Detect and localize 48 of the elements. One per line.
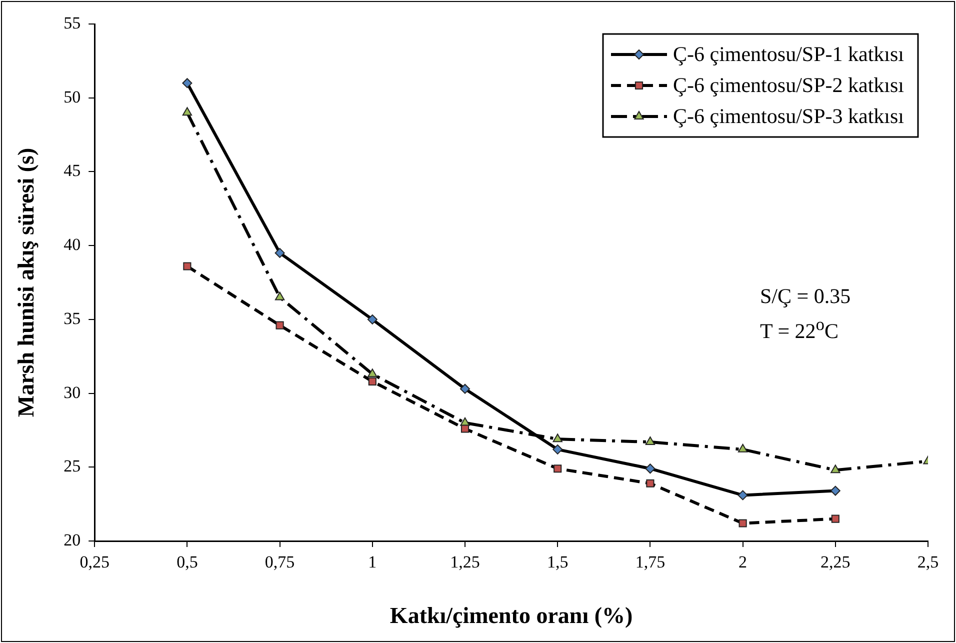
y-tick-label: 50 [64, 87, 81, 106]
y-tick-label: 45 [64, 161, 81, 180]
point [460, 384, 470, 394]
point [830, 486, 840, 496]
y-axis-title: Marsh hunisi akış süresi (s) [14, 148, 39, 418]
legend-label: Ç-6 çimentosu/SP-2 katkısı [673, 73, 904, 98]
point [552, 434, 562, 442]
point [738, 490, 748, 500]
x-tick-label: 1,5 [546, 552, 568, 572]
x-tick-label: 1 [368, 552, 377, 572]
x-tick-label: 2,25 [820, 552, 850, 572]
point [645, 464, 656, 474]
x-axis-title: Katkı/çimento oranı (%) [390, 603, 633, 628]
x-tick-label: 2,5 [917, 552, 939, 572]
y-tick-label: 25 [64, 456, 81, 476]
point [276, 321, 284, 330]
x-tick-label: 1,75 [635, 552, 666, 572]
x-tick-label: 2 [738, 552, 748, 572]
x-tick-label: 0,5 [176, 552, 198, 572]
annotation: T = 22$^{o}$C [760, 313, 840, 345]
point [831, 514, 840, 523]
point [460, 424, 470, 433]
point [367, 314, 378, 324]
point [645, 436, 656, 446]
legend-label: Ç-6 çimentosu/SP-1 katkısı [673, 42, 904, 66]
y-tick-label: 55 [64, 13, 81, 32]
y-tick-label: 20 [64, 530, 81, 550]
point [830, 464, 840, 474]
point [368, 377, 376, 386]
point [552, 444, 563, 454]
point [274, 248, 285, 258]
y-tick-label: 40 [64, 235, 81, 254]
x-tick-label: 0,75 [264, 552, 295, 572]
point [738, 444, 748, 452]
legend-label: Ç-6 çimentosu/SP-3 katkısı [673, 104, 904, 128]
point [738, 519, 747, 528]
x-tick-label: 1,25 [450, 552, 480, 572]
point [274, 292, 285, 300]
point [646, 479, 654, 488]
x-tick-label: 0,25 [80, 552, 110, 572]
point [183, 262, 192, 270]
point [368, 368, 378, 378]
point [182, 107, 192, 116]
annotation: S/Ç = 0.35 [760, 283, 851, 310]
y-tick-label: 30 [64, 382, 81, 402]
point [182, 78, 192, 88]
point [554, 464, 562, 473]
y-tick-label: 35 [64, 308, 81, 328]
